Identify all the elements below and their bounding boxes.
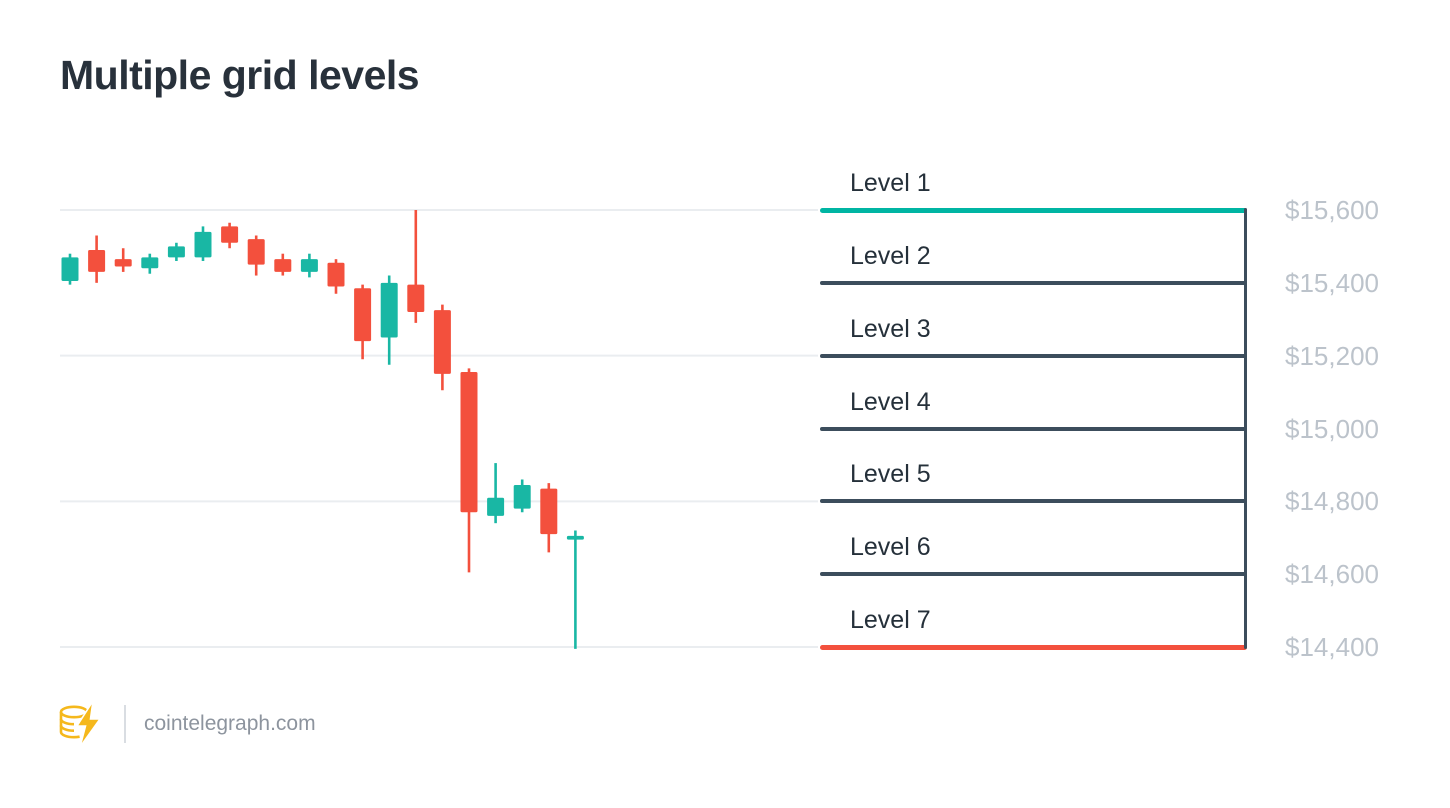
grid-level-line (820, 280, 1247, 285)
candle-body (194, 231, 212, 258)
candle-body (221, 226, 239, 243)
candle-body (88, 250, 106, 272)
candle-body (247, 239, 265, 265)
candle-body (354, 288, 372, 342)
candle-body (167, 246, 185, 258)
price-label: $15,200 (1285, 340, 1379, 371)
grid-level-line (820, 499, 1247, 504)
grid-level-line (820, 353, 1247, 358)
candle-body (114, 259, 132, 267)
price-label: $15,000 (1285, 413, 1379, 444)
grid-level-line (820, 644, 1247, 650)
grid-level-label: Level 4 (850, 387, 931, 416)
levels-bracket (1244, 208, 1247, 649)
page-title: Multiple grid levels (60, 52, 420, 98)
candle-body (566, 535, 584, 540)
grid-level-label: Level 7 (850, 606, 931, 634)
grid-level-line (820, 426, 1247, 431)
grid-level-line (820, 207, 1247, 213)
candle-body (300, 259, 318, 272)
grid-level-label: Level 6 (850, 533, 931, 562)
candle-body (274, 259, 292, 272)
price-label: $15,400 (1285, 267, 1379, 298)
grid-level-label: Level 5 (850, 460, 931, 489)
candle-body (433, 310, 451, 374)
grid-level-label: Level 1 (850, 169, 931, 197)
candle-body (513, 484, 531, 509)
price-label: $14,600 (1285, 559, 1379, 590)
grid-level-line (820, 572, 1247, 577)
candle-body (327, 262, 345, 287)
footer: cointelegraph.com (58, 699, 316, 749)
price-label: $14,400 (1285, 632, 1379, 662)
candle-body (540, 488, 558, 535)
candle-body (460, 372, 478, 513)
price-label: $14,800 (1285, 486, 1379, 517)
grid-level-label: Level 3 (850, 314, 931, 343)
site-name: cointelegraph.com (144, 712, 316, 735)
candle-body (380, 282, 398, 338)
footer-divider (124, 705, 126, 743)
candle-body (407, 284, 425, 312)
cointelegraph-logo-icon (59, 700, 102, 748)
candle-body (61, 257, 79, 282)
candle-body (487, 497, 505, 516)
candle-body (141, 257, 159, 269)
grid-level-label: Level 2 (850, 241, 931, 270)
price-label: $15,600 (1285, 195, 1379, 225)
